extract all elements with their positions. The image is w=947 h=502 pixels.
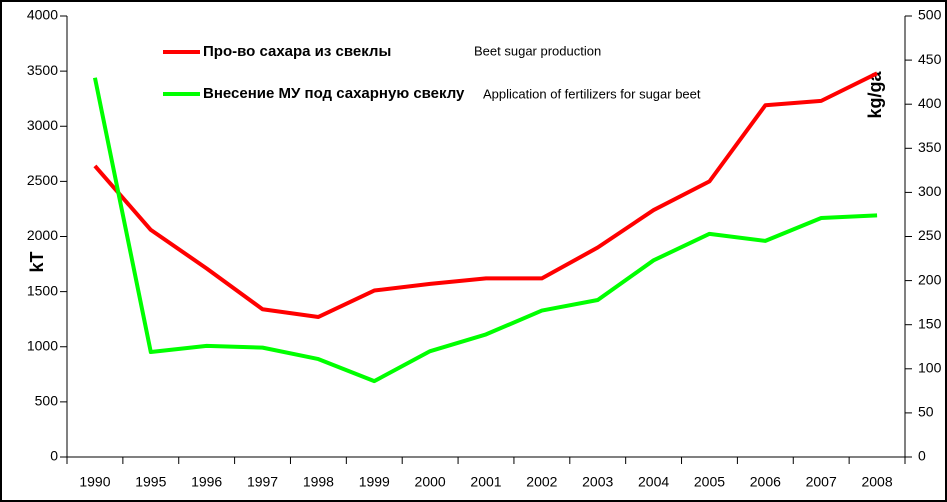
x-tick-label: 1999 bbox=[359, 474, 390, 490]
legend-entry: Внесение МУ под сахарную свеклу bbox=[203, 85, 465, 102]
x-tick-label: 2000 bbox=[415, 474, 446, 490]
y-axis-title: kT bbox=[27, 251, 47, 272]
legend-label: Внесение МУ под сахарную свеклу bbox=[203, 85, 465, 102]
annotation: Application of fertilizers for sugar bee… bbox=[483, 86, 701, 101]
x-tick-label: 2007 bbox=[806, 474, 837, 490]
series-line bbox=[92, 77, 878, 384]
y-tick-label: 1000 bbox=[27, 337, 58, 353]
y-tick-label: 3500 bbox=[27, 62, 58, 78]
y2-tick-label: 150 bbox=[918, 315, 942, 331]
x-tick-label: 1997 bbox=[247, 474, 278, 490]
y-tick-label: 3000 bbox=[27, 117, 58, 133]
annotation: Beet sugar production bbox=[474, 43, 601, 58]
x-tick-label: 2002 bbox=[526, 474, 557, 490]
x-tick-label: 2008 bbox=[861, 474, 892, 490]
legend-label: Про-во сахара из свеклы bbox=[203, 43, 392, 60]
y-tick-label: 1500 bbox=[27, 282, 58, 298]
x-tick-label: 1990 bbox=[79, 474, 110, 490]
y2-tick-label: 350 bbox=[918, 139, 942, 155]
y2-tick-label: 450 bbox=[918, 51, 942, 67]
series-line bbox=[93, 71, 878, 319]
x-tick-label: 2001 bbox=[470, 474, 501, 490]
legend-entry: Про-во сахара из свеклы bbox=[203, 43, 392, 60]
y2-tick-label: 100 bbox=[918, 360, 942, 376]
y2-tick-label: 200 bbox=[918, 271, 942, 287]
y2-tick-label: 400 bbox=[918, 95, 942, 111]
y-tick-label: 2500 bbox=[27, 172, 58, 188]
x-tick-label: 2004 bbox=[638, 474, 669, 490]
x-tick-label: 1995 bbox=[135, 474, 166, 490]
y2-tick-label: 300 bbox=[918, 183, 942, 199]
y2-axis-title: kg/ga bbox=[865, 71, 885, 119]
x-tick-label: 2003 bbox=[582, 474, 613, 490]
y2-tick-label: 500 bbox=[918, 7, 942, 23]
y2-tick-label: 50 bbox=[918, 404, 934, 420]
y-tick-label: 500 bbox=[35, 393, 59, 409]
y2-tick-label: 250 bbox=[918, 227, 942, 243]
x-tick-label: 1998 bbox=[303, 474, 334, 490]
y-tick-label: 4000 bbox=[27, 7, 58, 23]
y-tick-label: 2000 bbox=[27, 227, 58, 243]
y-tick-label: 0 bbox=[50, 448, 58, 464]
x-tick-label: 2005 bbox=[694, 474, 725, 490]
x-tick-label: 2006 bbox=[750, 474, 781, 490]
x-tick-label: 1996 bbox=[191, 474, 222, 490]
y2-tick-label: 0 bbox=[918, 448, 926, 464]
